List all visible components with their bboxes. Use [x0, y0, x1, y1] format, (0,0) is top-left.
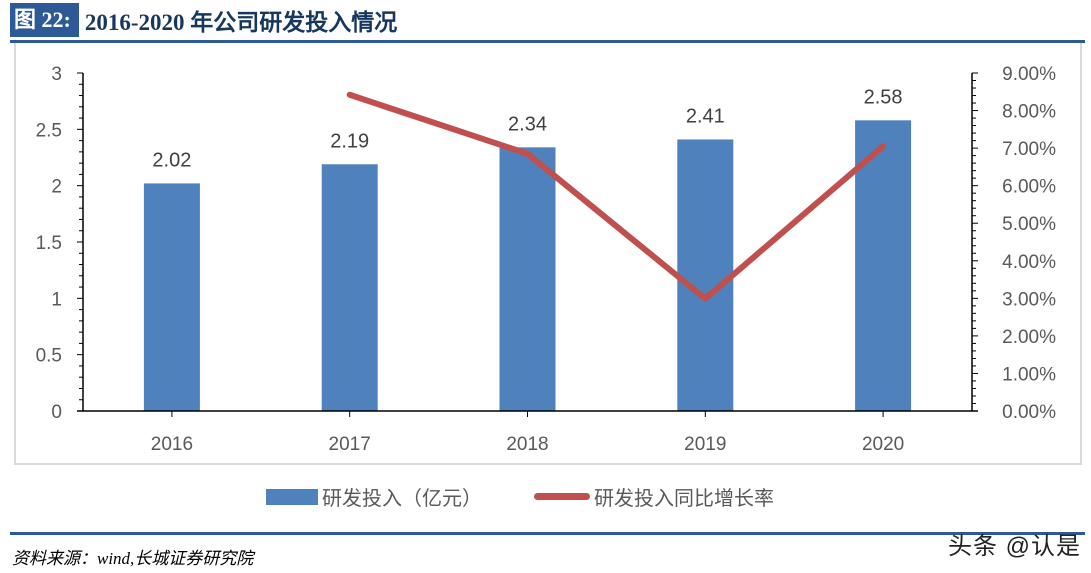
x-tick-label: 2017: [329, 434, 371, 455]
left-tick-label: 0.5: [36, 346, 62, 367]
legend-item-bar: 研发投入（亿元）: [266, 482, 482, 511]
right-tick-label: 9.00%: [1002, 64, 1056, 85]
figure-title: 2016-2020 年公司研发投入情况: [84, 10, 398, 35]
data-label-2017: 2.19: [330, 130, 369, 152]
bar-2019: [677, 139, 734, 411]
left-tick-label: 2.5: [36, 120, 62, 141]
line-series: [346, 91, 887, 302]
x-tick-label: 2019: [684, 434, 726, 455]
bar-series: [143, 120, 912, 412]
right-tick-label: 3.00%: [1002, 289, 1056, 310]
data-label-2018: 2.34: [508, 113, 547, 135]
axes: 0 0.5 1 1.5 2 2.5 3 0.00% 1.00% 2.00% 3.00% 4.00% 5.…: [36, 64, 1057, 455]
line-swatch-icon: [534, 493, 590, 500]
figure-label: 图 22:: [10, 3, 79, 37]
top-divider: [10, 40, 1085, 43]
left-tick-label: 2: [51, 177, 62, 198]
left-tick-label: 1.5: [36, 233, 62, 254]
bar-2017: [321, 164, 378, 411]
x-tick-label: 2020: [862, 434, 904, 455]
right-tick-label: 2.00%: [1002, 327, 1056, 348]
bar-2020: [855, 120, 912, 411]
data-label-2020: 2.58: [864, 86, 903, 108]
figure-header: 图 22: 2016-2020 年公司研发投入情况: [10, 3, 397, 37]
data-label-2016: 2.02: [152, 149, 191, 171]
left-tick-label: 0: [51, 402, 62, 423]
data-labels: 2.02 2.19 2.34 2.41 2.58: [152, 86, 902, 171]
x-tick-label: 2018: [506, 434, 548, 455]
growth-line: [346, 91, 887, 302]
bar-2018: [499, 147, 556, 412]
bar-2016: [143, 183, 200, 411]
right-tick-label: 8.00%: [1002, 102, 1056, 123]
source-note: 资料来源：wind,长城证券研究院: [12, 549, 254, 568]
legend-item-line: 研发投入同比增长率: [534, 482, 774, 511]
legend-bar-label: 研发投入（亿元）: [322, 488, 482, 510]
right-tick-label: 1.00%: [1002, 364, 1056, 385]
left-tick-label: 3: [51, 64, 62, 85]
data-label-2019: 2.41: [686, 105, 725, 127]
legend: 研发投入（亿元） 研发投入同比增长率: [266, 482, 826, 511]
right-tick-label: 4.00%: [1002, 252, 1056, 273]
left-tick-label: 1: [51, 289, 62, 310]
bar-swatch-icon: [266, 488, 318, 505]
right-tick-label: 7.00%: [1002, 139, 1056, 160]
right-tick-label: 5.00%: [1002, 214, 1056, 235]
right-tick-label: 6.00%: [1002, 177, 1056, 198]
x-tick-label: 2016: [151, 434, 193, 455]
right-tick-label: 0.00%: [1002, 402, 1056, 423]
bottom-divider: [10, 532, 1085, 535]
chart-frame: [14, 43, 1082, 465]
watermark: 头条 @认是: [947, 533, 1081, 560]
legend-line-label: 研发投入同比增长率: [594, 488, 774, 510]
